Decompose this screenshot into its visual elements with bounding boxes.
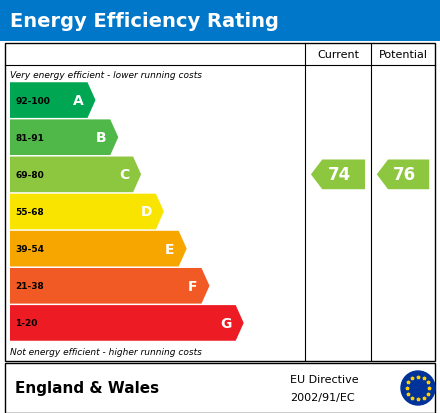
Text: Energy Efficiency Rating: Energy Efficiency Rating bbox=[10, 12, 279, 31]
Text: EU Directive: EU Directive bbox=[290, 374, 359, 384]
Text: Current: Current bbox=[317, 50, 359, 60]
Text: Not energy efficient - higher running costs: Not energy efficient - higher running co… bbox=[10, 348, 202, 357]
Text: C: C bbox=[119, 168, 129, 182]
Text: 76: 76 bbox=[393, 166, 416, 184]
Bar bbox=[0, 0, 440, 42]
Text: 69-80: 69-80 bbox=[15, 171, 44, 179]
Text: 92-100: 92-100 bbox=[15, 96, 50, 105]
Polygon shape bbox=[10, 120, 118, 156]
Text: D: D bbox=[140, 205, 152, 219]
Text: A: A bbox=[73, 94, 84, 108]
Text: 55-68: 55-68 bbox=[15, 207, 44, 216]
Text: 81-91: 81-91 bbox=[15, 133, 44, 142]
Text: B: B bbox=[95, 131, 106, 145]
Polygon shape bbox=[311, 160, 365, 190]
Text: 74: 74 bbox=[328, 166, 351, 184]
Polygon shape bbox=[10, 194, 164, 230]
Polygon shape bbox=[10, 268, 209, 304]
Text: E: E bbox=[165, 242, 175, 256]
Polygon shape bbox=[10, 83, 95, 119]
Text: Potential: Potential bbox=[378, 50, 428, 60]
Text: England & Wales: England & Wales bbox=[15, 380, 159, 396]
Circle shape bbox=[401, 371, 435, 405]
Text: F: F bbox=[188, 279, 198, 293]
Polygon shape bbox=[377, 160, 429, 190]
Text: Very energy efficient - lower running costs: Very energy efficient - lower running co… bbox=[10, 70, 202, 79]
Text: 2002/91/EC: 2002/91/EC bbox=[290, 392, 355, 402]
Text: G: G bbox=[220, 316, 232, 330]
Bar bbox=[5, 44, 435, 361]
Text: 39-54: 39-54 bbox=[15, 244, 44, 254]
Bar bbox=[5, 363, 435, 413]
Polygon shape bbox=[10, 157, 141, 193]
Text: 21-38: 21-38 bbox=[15, 282, 44, 291]
Text: 1-20: 1-20 bbox=[15, 319, 37, 328]
Polygon shape bbox=[10, 231, 187, 267]
Polygon shape bbox=[10, 305, 244, 341]
